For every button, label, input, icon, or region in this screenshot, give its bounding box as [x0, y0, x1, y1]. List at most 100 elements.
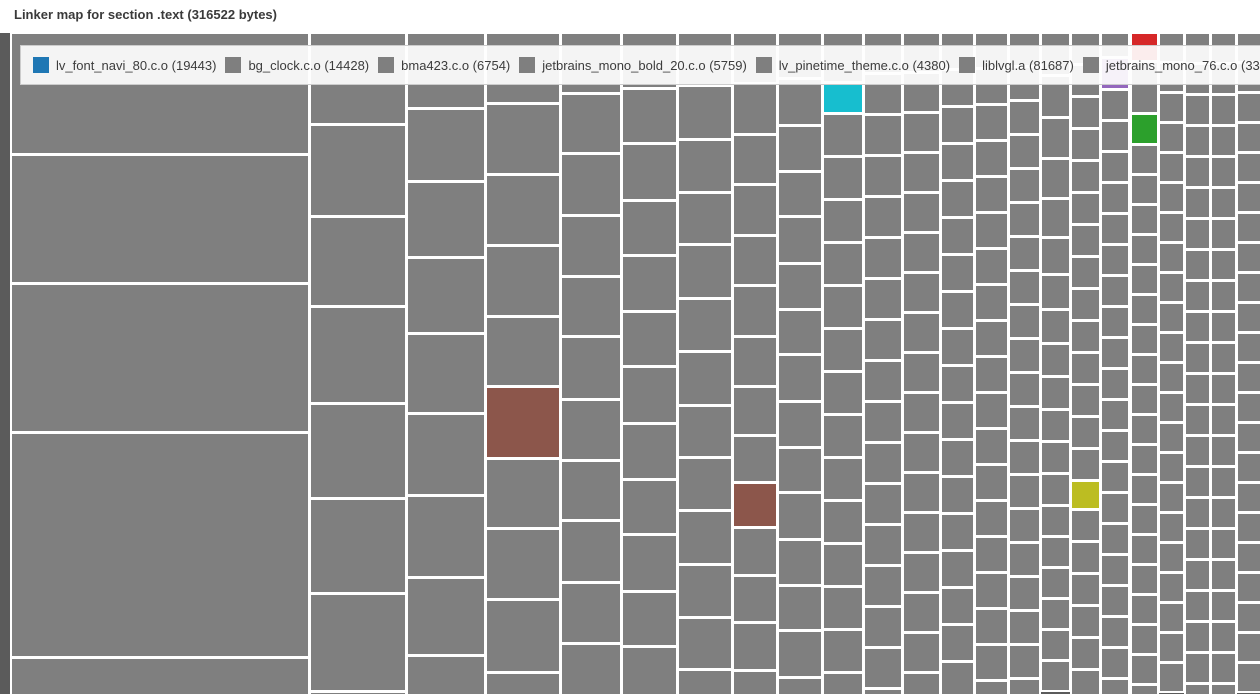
treemap-tile: [1132, 206, 1157, 233]
treemap-tile: [904, 594, 939, 631]
treemap-tile: [1212, 220, 1235, 248]
treemap-tile: [942, 663, 973, 694]
treemap-tile: [824, 115, 862, 155]
treemap-tile: [1072, 258, 1099, 287]
treemap-tile: [1160, 94, 1183, 121]
treemap-tile: [904, 194, 939, 231]
treemap-tile: [1212, 189, 1235, 217]
treemap-tile: [623, 648, 676, 694]
treemap-tile: [1160, 664, 1183, 691]
treemap-tile: [942, 367, 973, 401]
treemap-tile: [904, 354, 939, 391]
treemap-tile: [1102, 246, 1128, 274]
treemap-tile: [562, 95, 620, 152]
treemap-tile: [679, 353, 731, 404]
treemap-tile: [1160, 604, 1183, 631]
treemap-tile: [1186, 313, 1209, 341]
treemap: lv_font_navi_80.c.o (19443) bg_clock.c.o …: [0, 33, 1260, 694]
treemap-tile: [679, 512, 731, 563]
treemap-tile: [679, 141, 731, 191]
treemap-tile: [1212, 654, 1235, 682]
treemap-tile: [1072, 575, 1099, 604]
treemap-tile: [1186, 344, 1209, 372]
treemap-tile: [1160, 214, 1183, 241]
treemap-tile: [1042, 475, 1069, 504]
treemap-tile: [487, 105, 559, 173]
treemap-tile: [779, 311, 821, 353]
treemap-tile: [1072, 322, 1099, 351]
treemap-tile: [1072, 162, 1099, 191]
treemap-tile: [1186, 499, 1209, 527]
treemap-tile: [779, 80, 821, 124]
treemap-tile: [408, 415, 484, 494]
treemap-tile: [942, 293, 973, 327]
treemap-tile: [1102, 91, 1128, 119]
treemap-tile: [1160, 304, 1183, 331]
treemap-tile: [976, 430, 1007, 463]
treemap-tile: [1132, 446, 1157, 473]
treemap-tile: [824, 373, 862, 413]
treemap-tile: [562, 645, 620, 694]
treemap-tile: [1042, 345, 1069, 375]
treemap-tile: [779, 449, 821, 491]
treemap-tile: [562, 338, 620, 398]
treemap-tile: [1238, 124, 1260, 151]
treemap-tile: [1186, 375, 1209, 403]
treemap-tile: [865, 608, 901, 646]
treemap-tile: [904, 434, 939, 471]
treemap-tile: [1212, 406, 1235, 434]
treemap-tile: [904, 154, 939, 191]
treemap-tile: [12, 156, 308, 282]
treemap-tile: [942, 182, 973, 216]
treemap-tile: [1010, 646, 1039, 677]
treemap-tile: [904, 394, 939, 431]
treemap-tile: [734, 577, 776, 621]
treemap-tile: [824, 588, 862, 628]
treemap-tile: [1238, 424, 1260, 451]
treemap-tile: [942, 256, 973, 290]
treemap-tile: [779, 173, 821, 215]
treemap-tile: [734, 237, 776, 284]
treemap-tile: [1042, 378, 1069, 408]
treemap-tile: [865, 321, 901, 359]
treemap-tile: [1102, 432, 1128, 460]
legend-label: liblvgl.a (81687): [982, 57, 1074, 73]
treemap-tile: [1186, 406, 1209, 434]
treemap-tile: [1102, 153, 1128, 181]
treemap-tile: [679, 194, 731, 243]
treemap-tile: [865, 444, 901, 482]
treemap-tile: [824, 674, 862, 694]
treemap-tile: [1072, 607, 1099, 636]
treemap-tile: [1186, 251, 1209, 279]
treemap-tile: [679, 87, 731, 138]
treemap-tile: [865, 567, 901, 605]
treemap-tile: [1102, 401, 1128, 429]
treemap-tile: [976, 538, 1007, 571]
treemap-tile: [1010, 374, 1039, 405]
treemap-tile: [1186, 623, 1209, 651]
treemap-tile: [824, 330, 862, 370]
treemap-tile-highlight: [487, 388, 559, 457]
treemap-tile: [562, 155, 620, 214]
treemap-tile: [1238, 274, 1260, 301]
treemap-tile: [1132, 476, 1157, 503]
treemap-tile: [1160, 154, 1183, 181]
treemap-tile: [1010, 204, 1039, 235]
treemap-tile: [1010, 170, 1039, 201]
treemap-tile: [623, 257, 676, 310]
treemap-tile: [865, 526, 901, 564]
treemap-tile: [904, 234, 939, 271]
treemap-tile: [1212, 96, 1235, 124]
treemap-tile-highlight: [1132, 115, 1157, 143]
treemap-tile: [942, 478, 973, 512]
treemap-tile: [824, 631, 862, 671]
treemap-tile: [1238, 214, 1260, 241]
treemap-tile: [1160, 124, 1183, 151]
treemap-tile: [1072, 543, 1099, 572]
treemap-tile: [1072, 386, 1099, 415]
treemap-tile: [623, 536, 676, 590]
treemap-tile: [1212, 592, 1235, 620]
treemap-tile: [562, 401, 620, 459]
treemap-tile: [942, 404, 973, 438]
treemap-tile: [487, 530, 559, 598]
